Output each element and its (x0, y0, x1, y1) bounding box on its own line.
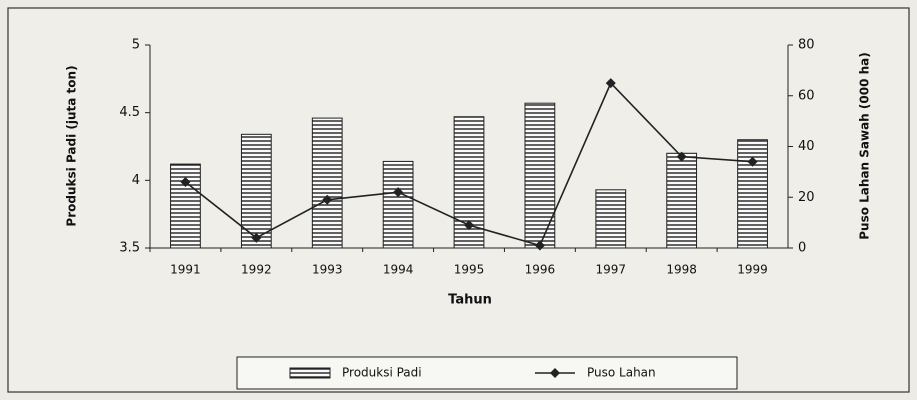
y2-tick-label: 0 (798, 241, 806, 256)
bar (170, 163, 201, 249)
bar (311, 117, 343, 249)
legend-label: Puso Lahan (587, 366, 656, 380)
bar (240, 133, 272, 249)
marker (747, 156, 758, 167)
marker (180, 177, 191, 188)
y-tick-label: 4 (132, 173, 140, 188)
legend-label: Produksi Padi (342, 366, 422, 380)
x-tick-label: 1991 (170, 263, 201, 277)
x-tick-label: 1998 (666, 263, 697, 277)
x-tick-label: 1995 (454, 263, 485, 277)
x-tick-label: 1994 (383, 263, 414, 277)
marker (251, 232, 262, 243)
x-tick-label: 1992 (241, 263, 272, 277)
y-tick-label: 5 (132, 38, 140, 53)
bar (666, 152, 698, 249)
bar (524, 102, 556, 249)
y2-tick-label: 20 (798, 190, 815, 205)
legend-swatch (289, 367, 331, 379)
y-tick-label: 4.5 (119, 105, 140, 120)
x-axis-label: Tahun (448, 293, 492, 308)
x-tick-label: 1993 (312, 263, 343, 277)
y2-tick-label: 60 (798, 88, 815, 103)
bar (382, 160, 414, 249)
y-axis-label: Produksi Padi (juta ton) (65, 65, 79, 226)
marker (676, 151, 687, 162)
y2-axis-label: Puso Lahan Sawah (000 ha) (858, 52, 872, 240)
x-tick-label: 1997 (596, 263, 627, 277)
marker (534, 240, 545, 251)
marker (393, 187, 404, 198)
bar (595, 189, 627, 249)
y2-tick-label: 80 (798, 38, 815, 53)
legend-marker (550, 368, 560, 378)
x-tick-label: 1999 (737, 263, 768, 277)
y-tick-label: 3.5 (119, 241, 140, 256)
bar (737, 139, 768, 249)
y2-tick-label: 40 (798, 139, 815, 154)
marker (322, 194, 333, 205)
marker (605, 78, 616, 89)
x-tick-label: 1996 (525, 263, 556, 277)
marker (464, 220, 474, 231)
